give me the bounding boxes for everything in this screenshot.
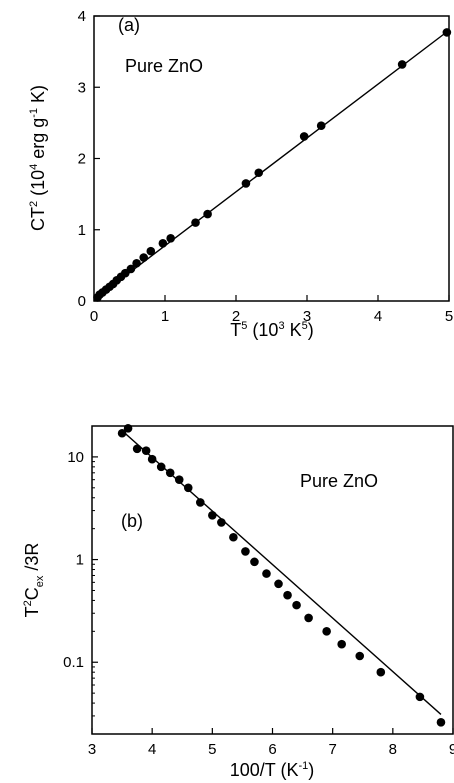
x-tick-label: 3 <box>88 741 96 758</box>
panel-a-y-axis-label: CT2 (104 erg g-1 K) <box>28 85 48 231</box>
x-tick-label: 5 <box>208 741 216 758</box>
x-tick-label: 8 <box>389 741 397 758</box>
data-point <box>141 446 151 455</box>
panel-b-points <box>117 423 446 727</box>
data-point <box>132 258 141 268</box>
y-tick-label: 2 <box>78 151 86 168</box>
data-point <box>241 547 250 556</box>
data-point <box>203 209 212 219</box>
data-point <box>250 557 259 567</box>
data-point <box>196 498 205 507</box>
data-point <box>183 483 193 493</box>
panel-b-label: (b) <box>121 511 143 531</box>
data-point <box>292 600 301 610</box>
y-tick-label: 10 <box>67 449 84 466</box>
data-point <box>158 238 168 248</box>
x-tick-label: 1 <box>161 308 169 325</box>
panel-b-x-axis-label: 100/T (K-1) <box>230 760 315 780</box>
panel-b-y-axis-label: T2Cex /3R <box>22 543 46 618</box>
data-point <box>123 423 133 433</box>
data-point <box>322 627 331 636</box>
panel-a-annotation: Pure ZnO <box>125 56 203 76</box>
panel-a-points <box>93 28 452 302</box>
data-point <box>355 651 365 661</box>
data-point <box>217 518 226 527</box>
panel-b-plot-frame <box>91 425 454 735</box>
data-point <box>132 444 142 454</box>
y-tick-label: 3 <box>78 79 86 96</box>
panel-a-x-axis-label: T5 (103 K5) <box>230 320 313 340</box>
data-point <box>376 667 386 677</box>
data-point <box>337 639 346 649</box>
data-point <box>165 468 175 478</box>
data-point <box>316 121 326 131</box>
x-tick-label: 4 <box>374 308 382 325</box>
data-point <box>442 28 452 37</box>
y-tick-label: 4 <box>78 8 86 25</box>
data-point <box>254 168 264 178</box>
data-point <box>274 579 283 589</box>
x-tick-label: 0 <box>90 308 98 325</box>
panel-a-y-ticks: 0 1 2 3 4 <box>78 8 100 310</box>
data-point <box>174 475 184 484</box>
y-tick-label: 1 <box>76 552 84 569</box>
data-point <box>229 532 238 542</box>
panel-b-y-ticks: 0.1 1 10 <box>63 449 98 717</box>
panel-b-x-ticks: 3 4 5 6 7 8 9 <box>88 728 454 758</box>
data-point <box>166 234 175 243</box>
data-point <box>126 264 136 274</box>
panel-a: 0 1 2 3 4 5 0 1 2 3 4 (a) Pure ZnO T5 (103 K5) CT… <box>28 8 453 340</box>
data-point <box>156 462 166 472</box>
data-point <box>241 179 251 188</box>
x-tick-label: 4 <box>148 741 156 758</box>
data-point <box>415 692 425 702</box>
data-point <box>299 132 309 141</box>
data-point <box>208 510 217 520</box>
y-tick-label: 0.1 <box>63 654 84 671</box>
data-point <box>304 613 313 623</box>
panel-a-label: (a) <box>118 15 140 35</box>
y-tick-label: 0 <box>78 293 86 310</box>
data-point <box>397 60 407 69</box>
data-point <box>191 218 200 227</box>
data-point <box>146 246 156 256</box>
x-tick-label: 5 <box>445 308 453 325</box>
panel-b-fit-line <box>121 430 442 715</box>
x-tick-label: 3 <box>303 308 311 325</box>
y-tick-label: 1 <box>78 222 86 239</box>
data-point <box>283 590 292 600</box>
x-tick-label: 2 <box>232 308 240 325</box>
x-tick-label: 6 <box>268 741 276 758</box>
data-point <box>139 253 148 262</box>
x-tick-label: 9 <box>449 741 454 758</box>
data-point <box>147 454 157 464</box>
data-point <box>117 428 127 438</box>
panel-b-annotation: Pure ZnO <box>300 471 378 491</box>
data-point <box>436 718 446 727</box>
data-point <box>262 569 271 578</box>
x-tick-label: 7 <box>328 741 336 758</box>
